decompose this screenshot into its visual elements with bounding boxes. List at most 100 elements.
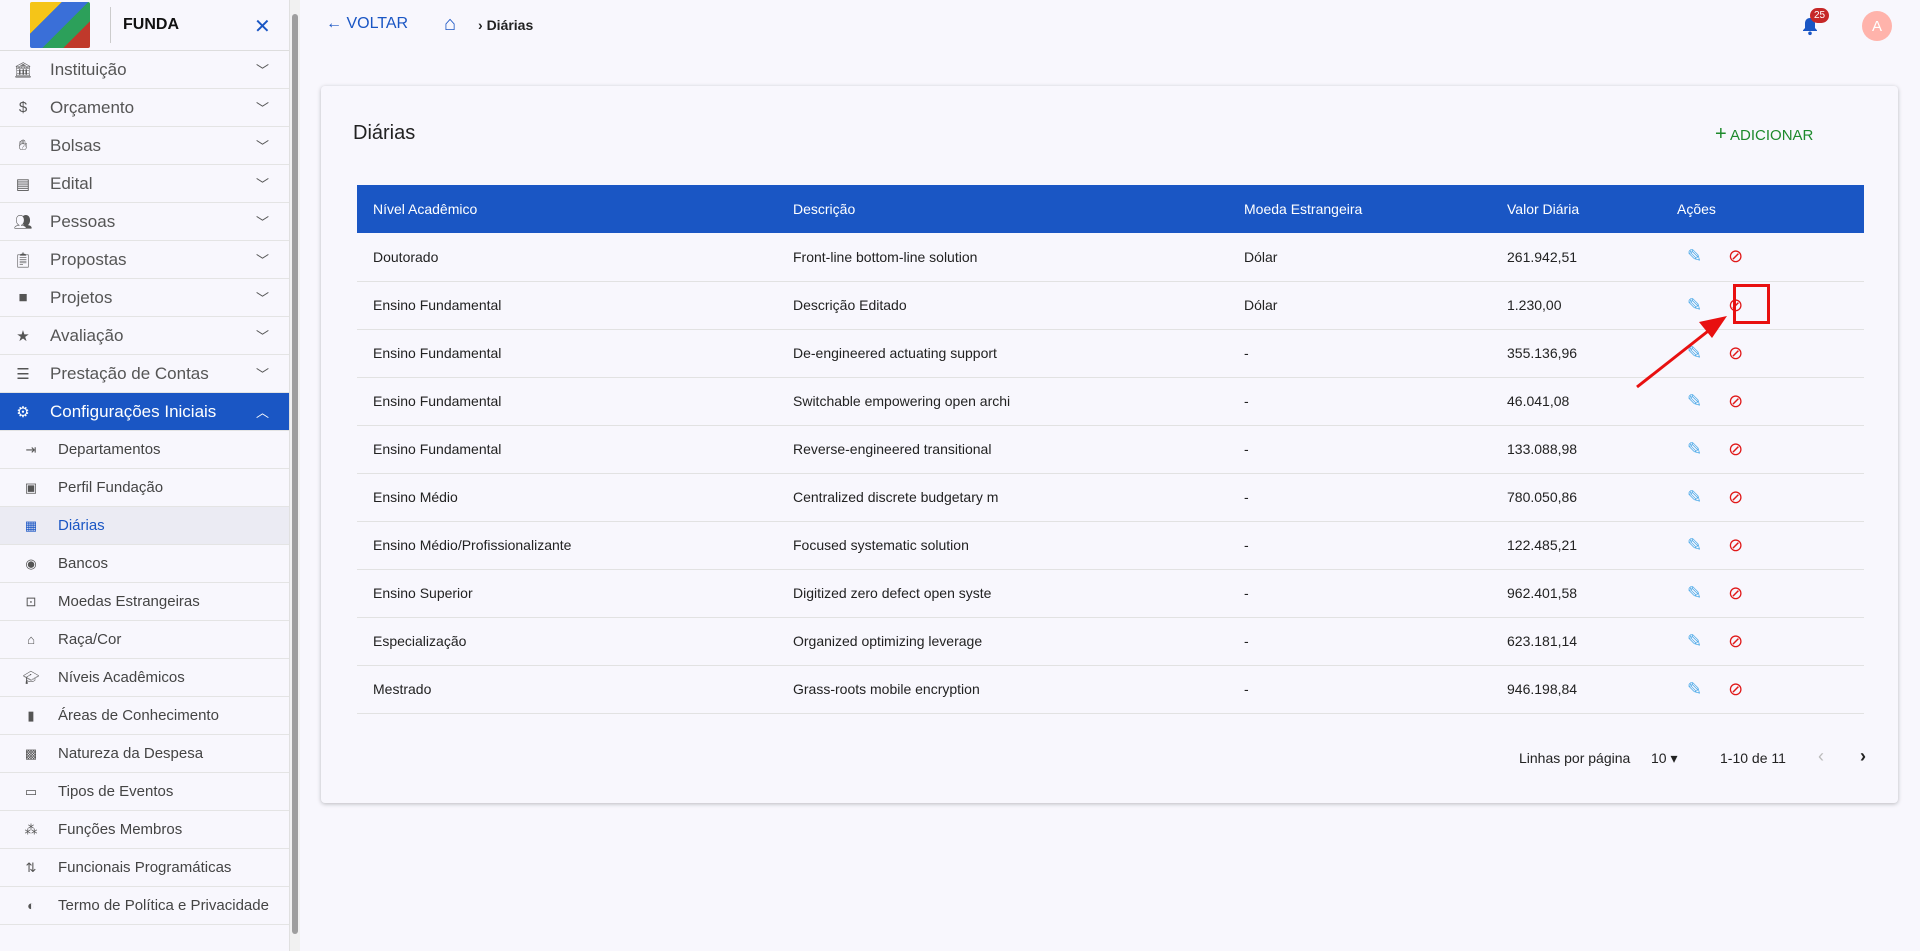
sidebar-subitem-2[interactable]: ▦ Diárias — [0, 507, 289, 545]
sidebar-item-1[interactable]: $ Orçamento ﹀ — [0, 89, 289, 127]
sidebar-subitem-label: Moedas Estrangeiras — [58, 593, 200, 610]
sidebar-subitem-6[interactable]: 🎓︎ Níveis Acadêmicos — [0, 659, 289, 697]
delete-icon[interactable]: ⊘ — [1728, 246, 1744, 267]
subitem-icon: ⇅ — [25, 859, 37, 875]
table-row: Ensino Médio Centralized discrete budgeta… — [357, 473, 1864, 522]
hand-coin-icon: ✋︎ — [18, 137, 28, 154]
table-cell: 46.041,08 — [1491, 377, 1661, 426]
sidebar-item-0[interactable]: 🏛︎ Instituição ﹀ — [0, 51, 289, 89]
sidebar-subitem-label: Departamentos — [58, 441, 161, 458]
sidebar-subitem-0[interactable]: ⇥ Departamentos — [0, 431, 289, 469]
subitem-icon: 🎓︎ — [22, 669, 40, 685]
table-row: Ensino Fundamental Descrição Editado Dólar… — [357, 281, 1864, 330]
sidebar-subitem-9[interactable]: ▭ Tipos de Eventos — [0, 773, 289, 811]
gears-icon: ⚙ — [16, 403, 30, 421]
table-cell: Ensino Fundamental — [357, 329, 777, 378]
table-cell: Ensino Médio — [357, 473, 777, 522]
edit-icon[interactable]: ✎ — [1687, 486, 1703, 507]
table-cell: Front-line bottom-line solution — [777, 233, 1228, 282]
chevron-down-icon: ﹀ — [255, 215, 269, 230]
sidebar-subitem-7[interactable]: ▮ Áreas de Conhecimento — [0, 697, 289, 735]
table-row: Mestrado Grass-roots mobile encryption -94… — [357, 665, 1864, 714]
sidebar-subitem-3[interactable]: ◉ Bancos — [0, 545, 289, 583]
sidebar-item-5[interactable]: 📋︎ Propostas ﹀ — [0, 241, 289, 279]
close-icon[interactable]: ✕ — [254, 16, 271, 38]
edit-icon[interactable]: ✎ — [1687, 534, 1703, 555]
edit-icon[interactable]: ✎ — [1687, 678, 1703, 699]
delete-icon[interactable]: ⊘ — [1728, 582, 1744, 603]
sidebar-subitem-12[interactable]: ◐ Termo de Política e Privacidade — [0, 887, 289, 925]
delete-icon[interactable]: ⊘ — [1728, 630, 1744, 651]
sidebar-subitem-label: Raça/Cor — [58, 631, 122, 648]
add-button[interactable]: + ADICIONAR — [1715, 123, 1813, 146]
delete-icon[interactable]: ⊘ — [1728, 534, 1744, 555]
delete-icon[interactable]: ⊘ — [1728, 390, 1744, 411]
edit-icon[interactable]: ✎ — [1687, 390, 1703, 411]
sidebar-subitem-label: Termo de Política e Privacidade — [58, 897, 269, 914]
table-row: Ensino Fundamental Switchable empowering … — [357, 377, 1864, 426]
back-label: VOLTAR — [346, 15, 409, 32]
sidebar-item-6[interactable]: ■ Projetos ﹀ — [0, 279, 289, 317]
sidebar-subitem-label: Diárias — [58, 517, 105, 534]
bank-icon: 🏛︎ — [13, 61, 33, 79]
subitem-icon: ▩ — [24, 745, 38, 761]
divider — [110, 7, 111, 43]
column-header: Descrição — [777, 185, 1228, 233]
table-cell: Dólar — [1228, 281, 1491, 330]
rows-per-page-select[interactable]: 10 ▾ — [1651, 750, 1678, 766]
sidebar-subitem-10[interactable]: ⁂ Funções Membros — [0, 811, 289, 849]
sidebar-item-label: Projetos — [50, 287, 113, 307]
subitem-icon: ▮ — [27, 707, 35, 723]
actions-cell: ✎ ⊘ — [1661, 425, 1864, 474]
actions-cell: ✎ ⊘ — [1661, 521, 1864, 570]
table-row: Ensino Fundamental Reverse-engineered tra… — [357, 425, 1864, 474]
sidebar-subitem-label: Bancos — [58, 555, 109, 572]
edit-icon[interactable]: ✎ — [1687, 438, 1703, 459]
rows-per-page-label: Linhas por página — [1519, 750, 1631, 766]
prev-page-icon[interactable]: ‹ — [1818, 746, 1824, 766]
breadcrumb: › Diárias — [478, 17, 534, 33]
sidebar-item-8[interactable]: ☰ Prestação de Contas ﹀ — [0, 355, 289, 393]
sidebar-subitem-1[interactable]: ▣ Perfil Fundação — [0, 469, 289, 507]
rows-per-page-value: 10 — [1651, 750, 1667, 766]
edit-icon[interactable]: ✎ — [1687, 582, 1703, 603]
edit-icon[interactable]: ✎ — [1687, 246, 1703, 267]
sidebar-subitem-label: Áreas de Conhecimento — [58, 707, 219, 724]
delete-icon[interactable]: ⊘ — [1728, 486, 1744, 507]
sidebar-subitem-label: Níveis Acadêmicos — [58, 669, 185, 686]
edit-icon[interactable]: ✎ — [1687, 294, 1703, 315]
table-cell: De-engineered actuating support — [777, 329, 1228, 378]
sidebar-item-3[interactable]: ▤ Edital ﹀ — [0, 165, 289, 203]
sidebar-subitem-8[interactable]: ▩ Natureza da Despesa — [0, 735, 289, 773]
sidebar-item-9[interactable]: ⚙ Configurações Iniciais ︿ — [0, 393, 289, 431]
sidebar-subitem-5[interactable]: ⌂ Raça/Cor — [0, 621, 289, 659]
sidebar-item-2[interactable]: ✋︎ Bolsas ﹀ — [0, 127, 289, 165]
sidebar-scrollbar[interactable] — [290, 0, 300, 951]
delete-icon[interactable]: ⊘ — [1728, 678, 1744, 699]
table-cell: - — [1228, 329, 1491, 378]
home-icon[interactable]: ⌂ — [444, 13, 457, 35]
subitem-icon: ▦ — [24, 517, 38, 533]
sidebar: FUNDA ✕ 🏛︎ Instituição ﹀ $ Orçamento ﹀ ✋︎ Bolsa… — [0, 0, 290, 951]
delete-icon[interactable]: ⊘ — [1728, 342, 1744, 363]
avatar[interactable]: A — [1862, 11, 1892, 41]
sidebar-subitem-11[interactable]: ⇅ Funcionais Programáticas — [0, 849, 289, 887]
delete-icon[interactable]: ⊘ — [1728, 438, 1744, 459]
table-cell: Descrição Editado — [777, 281, 1228, 330]
sidebar-item-4[interactable]: 👥︎ Pessoas ﹀ — [0, 203, 289, 241]
money-icon: $ — [18, 99, 28, 116]
table-cell: Ensino Fundamental — [357, 425, 777, 474]
chevron-down-icon: ﹀ — [255, 291, 269, 306]
actions-cell: ✎ ⊘ — [1661, 617, 1864, 666]
sidebar-subitem-label: Tipos de Eventos — [58, 783, 174, 800]
edit-icon[interactable]: ✎ — [1687, 630, 1703, 651]
edit-icon[interactable]: ✎ — [1687, 342, 1703, 363]
back-button[interactable]: ← VOLTAR — [326, 15, 409, 32]
notification-badge: 25 — [1810, 8, 1830, 23]
diarias-table: Nível Acadêmico Descrição Moeda Estrangeir… — [357, 185, 1864, 714]
sidebar-item-7[interactable]: ★ Avaliação ﹀ — [0, 317, 289, 355]
sidebar-subitem-4[interactable]: ⊡ Moedas Estrangeiras — [0, 583, 289, 621]
next-page-icon[interactable]: › — [1860, 746, 1866, 766]
table-cell: Ensino Fundamental — [357, 377, 777, 426]
table-cell: 133.088,98 — [1491, 425, 1661, 474]
